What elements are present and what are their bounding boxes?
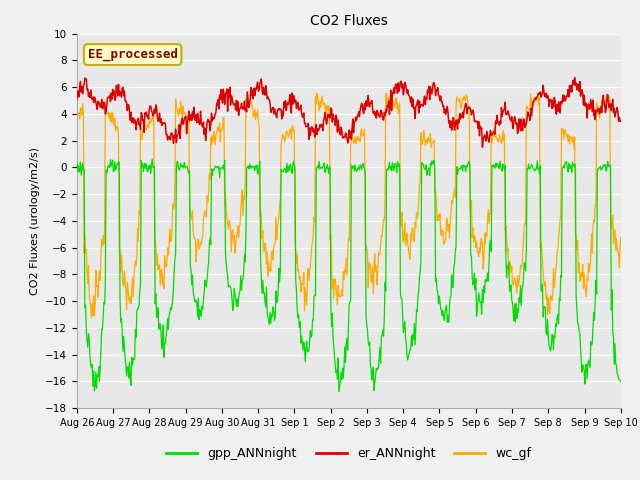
Title: CO2 Fluxes: CO2 Fluxes	[310, 14, 388, 28]
Legend: gpp_ANNnight, er_ANNnight, wc_gf: gpp_ANNnight, er_ANNnight, wc_gf	[161, 443, 536, 466]
Text: EE_processed: EE_processed	[88, 48, 178, 61]
Y-axis label: CO2 Fluxes (urology/m2/s): CO2 Fluxes (urology/m2/s)	[29, 147, 40, 295]
